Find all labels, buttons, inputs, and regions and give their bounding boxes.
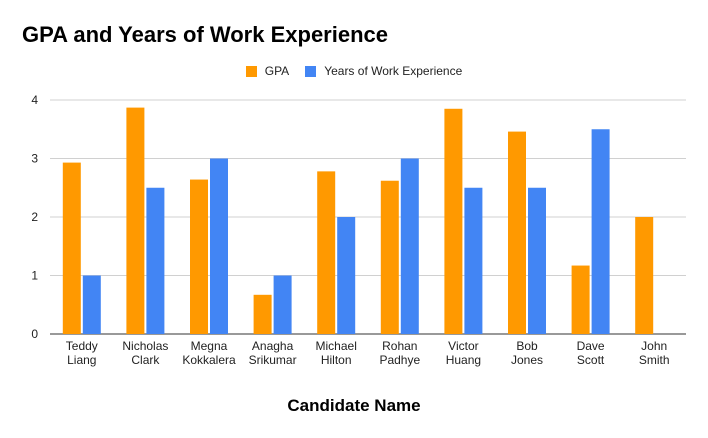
y-tick-label: 2 (31, 210, 38, 224)
bar-experience (591, 129, 610, 334)
x-tick-label: Dave (577, 339, 605, 353)
y-tick-label: 1 (31, 269, 38, 283)
x-tick-label: Megna (191, 339, 228, 353)
y-tick-label: 4 (31, 93, 38, 107)
legend-swatch-experience (305, 65, 317, 77)
chart-title: GPA and Years of Work Experience (22, 22, 388, 47)
bar-gpa (635, 217, 654, 334)
bar-gpa (253, 294, 272, 334)
legend-item-gpa[interactable]: GPA (245, 64, 290, 78)
bar-experience (146, 187, 165, 334)
legend-swatch-gpa (245, 65, 257, 77)
bar-experience (464, 187, 483, 334)
x-tick-label: Padhye (379, 353, 420, 367)
bar-experience (210, 158, 228, 334)
bar-gpa (444, 108, 463, 335)
x-tick-label: Smith (639, 353, 670, 367)
bar-experience (273, 275, 292, 334)
x-tick-label: Michael (316, 339, 357, 353)
bar-experience (400, 158, 419, 334)
bar-gpa (571, 265, 590, 334)
x-tick-label: Bob (516, 339, 538, 353)
bar-experience (82, 275, 101, 334)
x-tick-label: Jones (511, 353, 543, 367)
x-tick-label: Clark (131, 353, 160, 367)
x-tick-label: Victor (448, 339, 478, 353)
y-tick-label: 0 (31, 327, 38, 341)
bar-gpa (380, 180, 399, 334)
x-tick-label: Scott (577, 353, 605, 367)
legend: GPA Years of Work Experience (0, 64, 708, 78)
bar-gpa (317, 171, 336, 334)
bar-gpa (508, 131, 526, 334)
x-tick-label: Anagha (252, 339, 294, 353)
x-tick-label: Hilton (321, 353, 352, 367)
legend-label-experience: Years of Work Experience (324, 64, 463, 78)
bar-gpa (190, 179, 208, 334)
bar-gpa (62, 162, 81, 334)
x-tick-label: Liang (67, 353, 96, 367)
legend-item-experience[interactable]: Years of Work Experience (305, 64, 462, 78)
x-tick-label: Teddy (66, 339, 98, 353)
legend-label-gpa: GPA (264, 64, 290, 78)
y-tick-label: 3 (31, 152, 38, 166)
x-tick-label: Rohan (382, 339, 417, 353)
x-tick-label: John (641, 339, 667, 353)
x-tick-label: Huang (446, 353, 481, 367)
x-tick-label: Kokkalera (182, 353, 236, 367)
bar-experience (528, 187, 546, 334)
x-tick-label: Nicholas (122, 339, 168, 353)
x-tick-label: Srikumar (249, 353, 297, 367)
bar-gpa (126, 107, 145, 334)
x-axis-title: Candidate Name (287, 396, 421, 415)
bar-experience (337, 217, 356, 334)
